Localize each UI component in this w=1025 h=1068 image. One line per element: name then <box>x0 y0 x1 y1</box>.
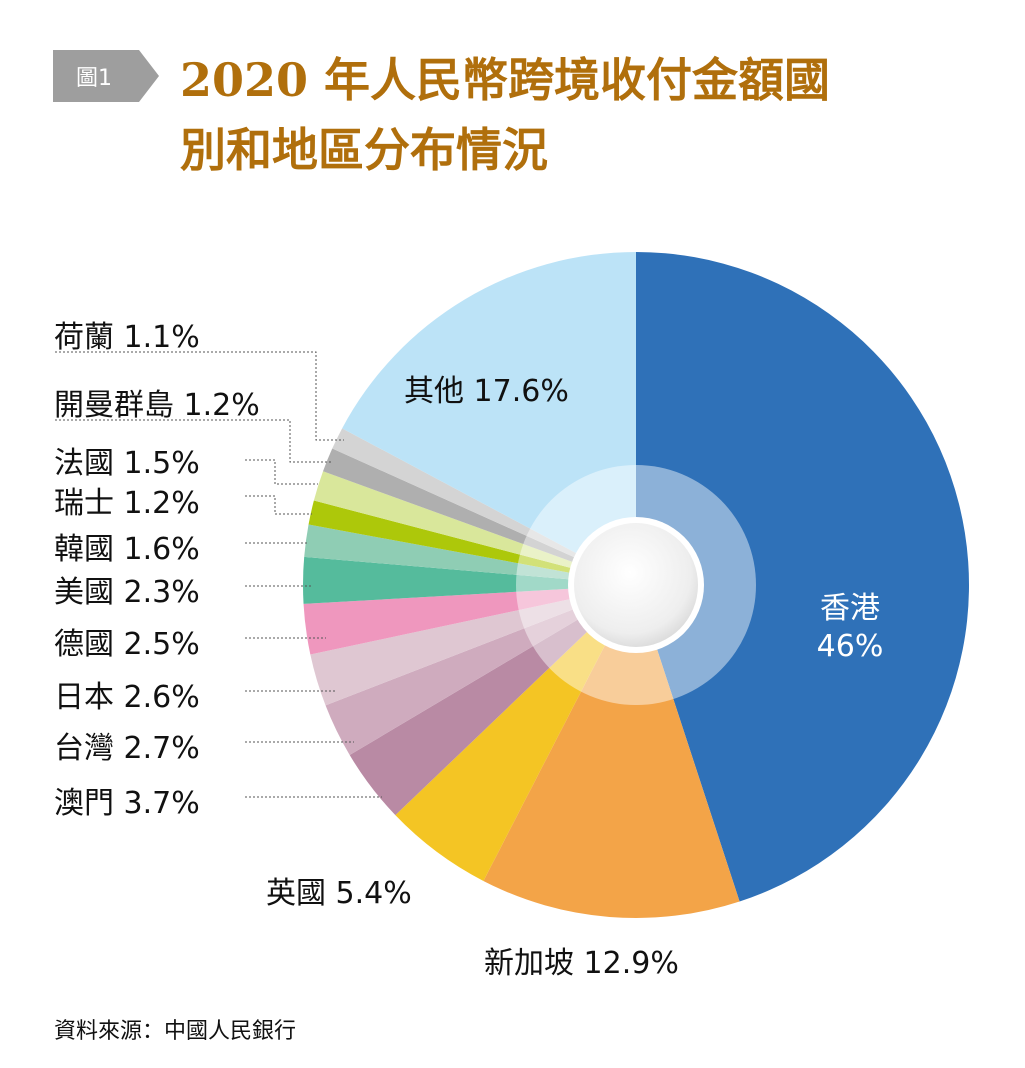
pie-slice-日本 <box>310 585 636 706</box>
pie-slice-開曼群島 <box>323 448 636 585</box>
leader-lines <box>55 351 382 798</box>
label-macau: 澳門 3.7% <box>54 786 200 821</box>
label-others: 其他 17.6% <box>404 374 569 409</box>
pie-slice-新加坡 <box>483 585 740 919</box>
label-japan: 日本 2.6% <box>54 680 200 715</box>
pie-slice-德國 <box>303 585 636 655</box>
figure-number: 圖1 <box>76 66 112 91</box>
figure-badge <box>53 50 159 102</box>
label-korea: 韓國 1.6% <box>54 532 200 567</box>
label-singapore: 新加坡 12.9% <box>484 946 679 981</box>
label-cayman: 開曼群島 1.2% <box>54 388 260 423</box>
label-germany: 德國 2.5% <box>54 627 200 662</box>
pie-slice-瑞士 <box>308 500 636 585</box>
pie-slice-其他 <box>342 252 636 585</box>
pie-slice-澳門 <box>349 585 636 816</box>
pie-slice-台灣 <box>325 585 636 756</box>
label-uk: 英國 5.4% <box>266 876 412 911</box>
label-hongkong: 香港 46% <box>816 591 884 664</box>
pie-slice-法國 <box>313 471 636 585</box>
pie-slice-荷蘭 <box>332 428 636 585</box>
pie-slice-韓國 <box>304 524 636 585</box>
label-france: 法國 1.5% <box>54 446 200 481</box>
pie-slice-香港 <box>636 252 970 902</box>
pie-slice-美國 <box>303 556 636 604</box>
source-note: 資料來源：中國人民銀行 <box>54 1019 297 1044</box>
label-taiwan: 台灣 2.7% <box>54 731 200 766</box>
title-line-2: 別和地區分布情況 <box>180 123 548 177</box>
center-hole <box>574 523 698 647</box>
pie-slice-英國 <box>395 585 636 881</box>
label-usa: 美國 2.3% <box>54 575 200 610</box>
label-netherlands: 荷蘭 1.1% <box>54 320 200 355</box>
label-switzerland: 瑞士 1.2% <box>54 486 200 521</box>
title-line-1: 2020 年人民幣跨境收付金額國 <box>180 53 831 107</box>
